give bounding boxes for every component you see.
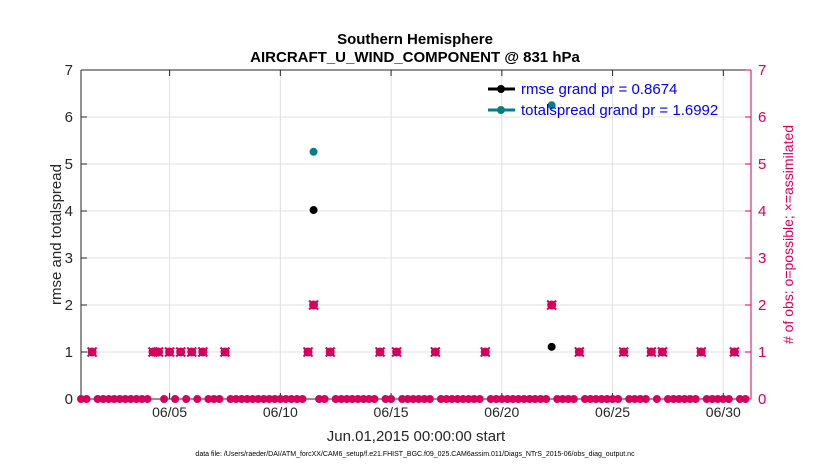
obs-zero-marker [475, 395, 484, 403]
left-y-tick-label: 0 [65, 391, 73, 408]
x-tick-label: 06/10 [263, 404, 298, 420]
obs-assimilated-marker [729, 346, 740, 358]
x-axis-label: Jun.01,2015 00:00:00 start [327, 428, 506, 445]
obs-assimilated-marker [618, 346, 629, 358]
rmse-point [547, 342, 556, 351]
obs-zero-marker [569, 395, 578, 403]
obs-assimilated-marker [646, 346, 657, 358]
x-tick-label: 06/25 [595, 404, 630, 420]
obs-zero-marker [320, 395, 329, 403]
obs-assimilated-marker [219, 346, 231, 358]
obs-zero-marker [182, 395, 191, 403]
obs-zero-marker [160, 395, 169, 403]
right-y-tick-label: 6 [758, 109, 766, 126]
obs-zero-marker [425, 395, 434, 403]
left-y-tick-label: 6 [65, 109, 73, 126]
chart-title: Southern Hemisphere [337, 31, 493, 48]
obs-assimilated-marker [197, 346, 209, 358]
obs-assimilated-marker [164, 346, 175, 358]
obs-zero-marker [171, 395, 180, 403]
left-y-tick-label: 7 [65, 62, 73, 79]
obs-assimilated-marker [574, 346, 585, 358]
obs-zero-marker [193, 395, 202, 403]
obs-assimilated-marker [480, 346, 491, 358]
right-y-tick-label: 4 [758, 203, 766, 220]
obs-zero-marker [542, 395, 551, 403]
legend-marker [497, 106, 505, 114]
right-y-tick-label: 1 [758, 344, 766, 361]
right-y-tick-label: 2 [758, 297, 766, 314]
x-tick-label: 06/15 [374, 404, 409, 420]
totalspread-point [309, 147, 318, 156]
left-y-axis-label: rmse and totalspread [48, 164, 65, 305]
obs-zero-marker [82, 395, 91, 403]
obs-assimilated-marker [324, 346, 336, 358]
left-y-tick-label: 2 [65, 297, 73, 314]
obs-assimilated-marker [657, 346, 668, 358]
right-y-tick-label: 3 [758, 250, 766, 267]
obs-zero-marker [387, 395, 396, 403]
obs-assimilated-marker [186, 346, 197, 358]
obs-zero-marker [614, 395, 623, 403]
obs-zero-marker [370, 395, 379, 403]
obs-assimilated-marker [308, 299, 319, 311]
obs-zero-marker [215, 395, 224, 403]
obs-zero-marker [652, 395, 661, 403]
legend-marker [497, 85, 505, 93]
right-y-axis-label: # of obs: o=possible; ×=assimilated [780, 125, 796, 344]
left-y-tick-label: 5 [65, 156, 73, 173]
chart-subtitle: AIRCRAFT_U_WIND_COMPONENT @ 831 hPa [250, 49, 580, 66]
obs-assimilated-marker [153, 346, 164, 358]
left-y-tick-label: 3 [65, 250, 73, 267]
obs-assimilated-marker [374, 346, 386, 358]
x-tick-label: 06/20 [484, 404, 519, 420]
obs-zero-marker [724, 395, 733, 403]
right-y-tick-label: 5 [758, 156, 766, 173]
obs-zero-marker [741, 395, 750, 403]
x-tick-label: 06/30 [706, 404, 741, 420]
legend-label: rmse grand pr = 0.8674 [521, 81, 677, 98]
obs-assimilated-marker [546, 299, 557, 311]
obs-assimilated-marker [86, 346, 98, 358]
left-y-tick-label: 1 [65, 344, 73, 361]
right-y-tick-label: 0 [758, 391, 766, 408]
x-tick-label: 06/05 [152, 404, 187, 420]
obs-zero-marker [641, 395, 650, 403]
obs-assimilated-marker [695, 346, 707, 358]
obs-zero-marker [143, 395, 152, 403]
obs-assimilated-marker [175, 346, 186, 358]
obs-assimilated-marker [391, 346, 402, 358]
rmse-point [309, 206, 318, 215]
obs-assimilated-marker [430, 346, 441, 358]
legend-label: totalspread grand pr = 1.6992 [521, 102, 718, 119]
left-y-tick-label: 4 [65, 203, 73, 220]
obs-assimilated-marker [302, 346, 314, 358]
obs-zero-marker [691, 395, 700, 403]
right-y-tick-label: 7 [758, 62, 766, 79]
data-file-footer: data file: /Users/raeder/DAI/ATM_forcXX/… [195, 451, 635, 458]
obs-zero-marker [298, 395, 307, 403]
totalspread-point [547, 101, 556, 110]
